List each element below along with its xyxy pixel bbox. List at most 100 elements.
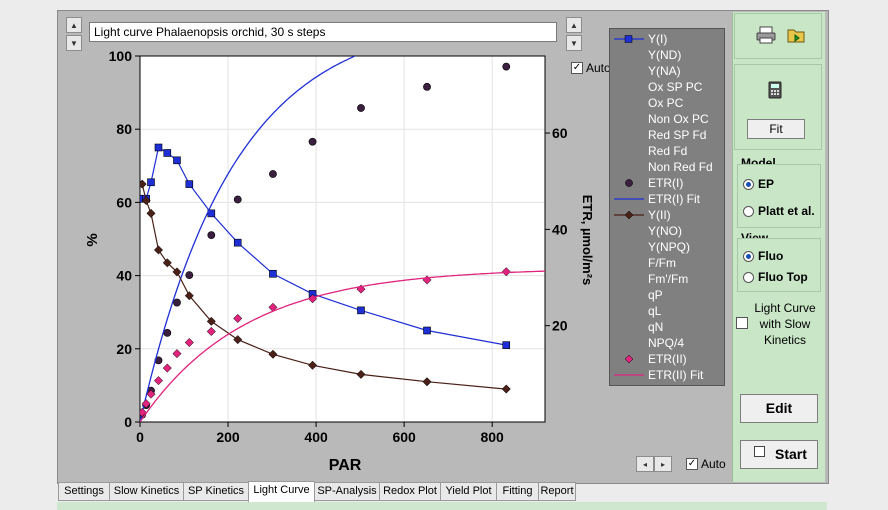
legend-item[interactable]: Y(ND) (610, 47, 726, 63)
slow-kinetics-checkbox[interactable] (736, 317, 748, 329)
y-ii-point (422, 377, 432, 387)
y-i-point (154, 143, 163, 152)
legend-symbol-icon (614, 127, 644, 143)
tab-fitting[interactable]: Fitting (496, 482, 539, 501)
tab-redox-plot[interactable]: Redox Plot (379, 482, 441, 501)
y-i-point (423, 326, 431, 335)
tab-report[interactable]: Report (538, 482, 576, 501)
legend-item[interactable]: ETR(I) Fit (610, 191, 726, 207)
y-left-tick-label: 60 (116, 194, 132, 210)
legend-item[interactable]: Y(NPQ) (610, 239, 726, 255)
model-ep-radio[interactable] (743, 179, 754, 190)
y-left-tick-label: 80 (116, 121, 132, 137)
printer-icon[interactable] (756, 26, 776, 44)
legend-item[interactable]: Y(NA) (610, 63, 726, 79)
etr-ii-point (184, 337, 194, 348)
view-fluo-radio[interactable] (743, 251, 754, 262)
legend-item[interactable]: Y(II) (610, 207, 726, 223)
model-platt-label: Platt et al. (758, 204, 815, 218)
plot-border (139, 55, 546, 423)
y-axis-left-label: % (84, 233, 101, 246)
scroll-up-button[interactable]: ▲ (66, 17, 82, 33)
view-fluo-top-radio[interactable] (743, 272, 754, 283)
legend-item-label: Y(I) (648, 32, 668, 46)
legend-item[interactable]: ETR(II) (610, 351, 726, 367)
legend-item[interactable]: Red SP Fd (610, 127, 726, 143)
fit-button[interactable]: Fit (747, 119, 805, 139)
tab-slow-kinetics[interactable]: Slow Kinetics (109, 482, 184, 501)
scroll-left-button[interactable]: ◂ (636, 456, 654, 472)
legend-panel: Y(I) Y(ND) Y(NA) Ox SP PC Ox PC Non Ox PC Red … (609, 28, 725, 386)
y-ii-point (140, 179, 147, 189)
save-export-icon[interactable] (786, 26, 806, 44)
etr-ii-point (140, 407, 147, 417)
edit-button[interactable]: Edit (740, 394, 818, 423)
legend-symbol-icon (614, 111, 644, 127)
legend-item[interactable]: Y(NO) (610, 223, 726, 239)
legend-item-label: Red SP Fd (648, 128, 707, 142)
legend-symbol-icon (614, 63, 644, 79)
etr-i-point (502, 62, 511, 71)
etr-i-point (173, 298, 181, 307)
legend-item[interactable]: Fm'/Fm (610, 271, 726, 287)
etr-ii-point (141, 399, 151, 409)
legend-item[interactable]: qN (610, 319, 726, 335)
y-i-point (185, 180, 194, 188)
y-right-tick-label: 40 (552, 221, 568, 237)
legend-item[interactable]: Non Ox PC (610, 111, 726, 127)
legend-item-label: Y(II) (648, 208, 671, 222)
auto-scroll-checkbox[interactable]: ✓ (686, 458, 698, 470)
legend-item[interactable]: Non Red Fd (610, 159, 726, 175)
legend-item-label: Non Ox PC (648, 112, 709, 126)
legend-item[interactable]: F/Fm (610, 255, 726, 271)
legend-item[interactable]: Red Fd (610, 143, 726, 159)
y-i-point (502, 341, 511, 349)
start-label: Start (775, 446, 807, 462)
y-ii-point (268, 349, 278, 359)
x-tick-label: 800 (480, 429, 504, 445)
y-ii-point (501, 384, 511, 394)
etr-i-point (357, 104, 365, 112)
legend-symbol-icon (614, 79, 644, 95)
scroll-down-button[interactable]: ▼ (66, 35, 82, 51)
legend-item[interactable]: NPQ/4 (610, 335, 726, 351)
legend-symbol-icon (614, 374, 644, 376)
y-i-point (173, 156, 181, 165)
legend-symbol-icon (614, 287, 644, 303)
legend-item[interactable]: ETR(I) (610, 175, 726, 191)
etr-ii-point (233, 313, 243, 324)
y-ii-line (141, 183, 507, 390)
legend-item-label: Y(NA) (648, 64, 681, 78)
scroll-down-right-button[interactable]: ▼ (566, 35, 582, 51)
legend-item[interactable]: qL (610, 303, 726, 319)
y-left-tick-label: 100 (109, 48, 133, 64)
scroll-right-button[interactable]: ▸ (654, 456, 672, 472)
chart-title-input[interactable]: Light curve Phalaenopsis orchid, 30 s st… (89, 22, 557, 42)
y-i-point (269, 269, 277, 278)
legend-item[interactable]: qP (610, 287, 726, 303)
legend-item[interactable]: Ox PC (610, 95, 726, 111)
y-right-tick-label: 60 (552, 125, 568, 141)
tab-yield-plot[interactable]: Yield Plot (440, 482, 497, 501)
auto-scale-checkbox[interactable]: ✓ (571, 62, 583, 74)
tab-sp-kinetics[interactable]: SP Kinetics (183, 482, 249, 501)
model-platt-radio[interactable] (743, 206, 754, 217)
legend-symbol-icon (614, 35, 644, 43)
legend-symbol-icon (614, 335, 644, 351)
tab-settings[interactable]: Settings (58, 482, 110, 501)
legend-item[interactable]: Ox SP PC (610, 79, 726, 95)
scroll-up-right-button[interactable]: ▲ (566, 17, 582, 33)
legend-symbol-icon (614, 143, 644, 159)
tab-sp-analysis[interactable]: SP-Analysis (314, 482, 380, 501)
etr-i-point (207, 231, 216, 240)
legend-item-label: ETR(I) (648, 176, 684, 190)
x-tick-label: 600 (392, 429, 416, 445)
tab-light-curve[interactable]: Light Curve (248, 481, 315, 502)
legend-item[interactable]: ETR(II) Fit (610, 367, 726, 383)
start-button[interactable]: Start (740, 440, 818, 469)
legend-item[interactable]: Y(I) (610, 31, 726, 47)
etr-ii-point (153, 376, 164, 386)
etr-i-point (233, 195, 242, 204)
start-checkbox-icon (754, 446, 765, 457)
legend-item-label: Fm'/Fm (648, 272, 689, 286)
